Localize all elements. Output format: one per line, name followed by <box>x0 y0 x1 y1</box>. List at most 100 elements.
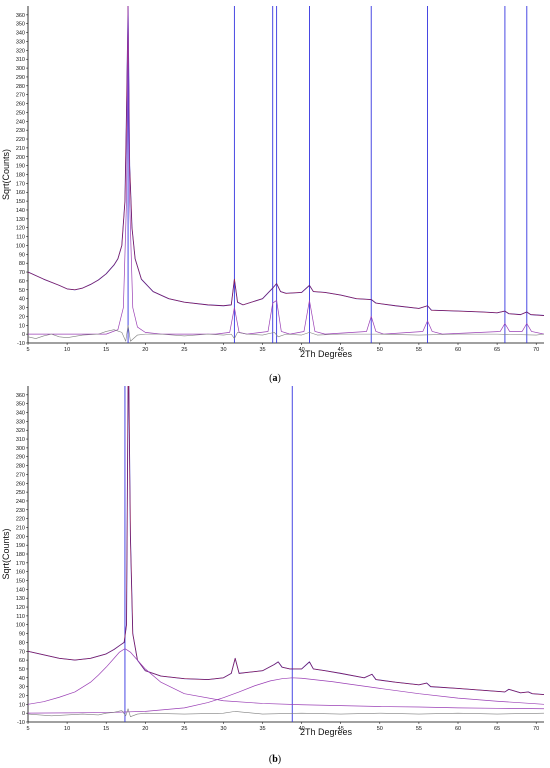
y-tick-label: 310 <box>16 57 25 63</box>
y-tick-label: 200 <box>16 155 25 161</box>
y-tick-label: 300 <box>16 66 25 72</box>
y-tick-label: 320 <box>16 48 25 54</box>
x-tick-label: 15 <box>103 347 109 353</box>
panel-a-chart: -10 0 10 20 30 40 50 60 70 80 90 100 110 120 130 140 150… <box>1 6 544 359</box>
y-tick-label: 270 <box>16 472 25 478</box>
y-tick-label: 40 <box>19 297 25 303</box>
y-tick-label: 280 <box>16 464 25 470</box>
y-tick-label: 80 <box>19 261 25 267</box>
y-tick-label: 230 <box>16 128 25 134</box>
y-tick-label: 0 <box>22 332 25 338</box>
x-tick-label: 35 <box>259 347 265 353</box>
x-tick-label: 25 <box>181 347 187 353</box>
series-line <box>28 6 544 316</box>
y-tick-label: 290 <box>16 455 25 461</box>
plot-area <box>28 386 544 722</box>
y-tick-label: 240 <box>16 499 25 505</box>
y-tick-label: 150 <box>16 579 25 585</box>
y-tick-label: 70 <box>19 270 25 276</box>
y-tick-label: 240 <box>16 119 25 125</box>
y-tick-label: 300 <box>16 446 25 452</box>
y-tick-label: 360 <box>16 13 25 19</box>
y-tick-label: 90 <box>19 632 25 638</box>
y-tick-label: 170 <box>16 561 25 567</box>
y-tick-label: 220 <box>16 137 25 143</box>
y-tick-label: 10 <box>19 702 25 708</box>
y-tick-label: 250 <box>16 110 25 116</box>
y-axis-title: Sqrt(Counts) <box>1 149 11 200</box>
y-tick-label: 160 <box>16 570 25 576</box>
y-tick-label: 0 <box>22 711 25 717</box>
y-tick-label: 110 <box>16 235 25 241</box>
y-tick-label: 340 <box>16 31 25 37</box>
y-tick-label: 140 <box>16 208 25 214</box>
y-tick-label: 310 <box>16 437 25 443</box>
y-tick-label: 20 <box>19 314 25 320</box>
y-tick-label: 350 <box>16 22 25 28</box>
y-tick-label: 230 <box>16 508 25 514</box>
x-tick-label: 20 <box>142 726 148 732</box>
y-tick-label: 190 <box>16 543 25 549</box>
y-tick-label: 10 <box>19 323 25 329</box>
y-tick-label: 20 <box>19 693 25 699</box>
x-tick-label: 70 <box>533 726 539 732</box>
y-tick-label: 100 <box>16 243 25 249</box>
x-tick-label: 40 <box>299 347 305 353</box>
x-tick-label: 65 <box>494 347 500 353</box>
y-tick-label: 250 <box>16 490 25 496</box>
x-tick-label: 55 <box>416 347 422 353</box>
y-tick-label: 260 <box>16 481 25 487</box>
y-tick-label: -10 <box>17 341 25 347</box>
y-tick-label: 180 <box>16 552 25 558</box>
panel-b-chart: -10 0 10 20 30 40 50 60 70 80 90 100 110 120 130 140 150… <box>1 386 544 737</box>
y-tick-label: 80 <box>19 640 25 646</box>
y-tick-label: 30 <box>19 685 25 691</box>
x-tick-label: 25 <box>181 726 187 732</box>
y-tick-label: 190 <box>16 164 25 170</box>
x-tick-label: 55 <box>416 726 422 732</box>
series-line <box>28 386 544 696</box>
y-tick-label: 200 <box>16 534 25 540</box>
x-axis-title: 2Th Degrees <box>300 349 353 359</box>
y-axis-title: Sqrt(Counts) <box>1 528 11 579</box>
series-line <box>28 6 544 335</box>
y-tick-label: 160 <box>16 190 25 196</box>
y-tick-label: 270 <box>16 93 25 99</box>
y-tick-label: 170 <box>16 181 25 187</box>
y-tick-label: 150 <box>16 199 25 205</box>
series-line <box>28 677 544 714</box>
y-tick-label: 120 <box>16 226 25 232</box>
y-tick-label: 130 <box>16 217 25 223</box>
y-tick-label: 180 <box>16 173 25 179</box>
y-tick-label: 210 <box>16 146 25 152</box>
y-tick-label: 50 <box>19 667 25 673</box>
y-tick-label: 280 <box>16 84 25 90</box>
x-tick-label: 10 <box>64 347 70 353</box>
y-tick-label: -10 <box>17 720 25 726</box>
y-tick-label: 220 <box>16 517 25 523</box>
calculated-profile-line <box>28 6 544 316</box>
x-tick-label: 20 <box>142 347 148 353</box>
x-axis-title: 2Th Degrees <box>300 727 353 737</box>
x-tick-label: 70 <box>533 347 539 353</box>
series-line <box>28 324 544 342</box>
x-tick-label: 45 <box>338 347 344 353</box>
x-tick-label: 35 <box>259 726 265 732</box>
x-tick-label: 15 <box>103 726 109 732</box>
x-tick-label: 40 <box>299 726 305 732</box>
x-tick-label: 10 <box>64 726 70 732</box>
y-tick-label: 40 <box>19 676 25 682</box>
y-tick-label: 130 <box>16 596 25 602</box>
y-tick-label: 140 <box>16 587 25 593</box>
y-tick-label: 110 <box>16 614 25 620</box>
x-tick-label: 30 <box>220 347 226 353</box>
y-tick-label: 60 <box>19 658 25 664</box>
panel-b-caption: (b) <box>269 754 281 765</box>
y-tick-label: 340 <box>16 411 25 417</box>
y-tick-label: 210 <box>16 525 25 531</box>
y-tick-label: 30 <box>19 306 25 312</box>
y-tick-label: 60 <box>19 279 25 285</box>
x-tick-label: 60 <box>455 347 461 353</box>
calculated-profile-line <box>28 386 544 695</box>
